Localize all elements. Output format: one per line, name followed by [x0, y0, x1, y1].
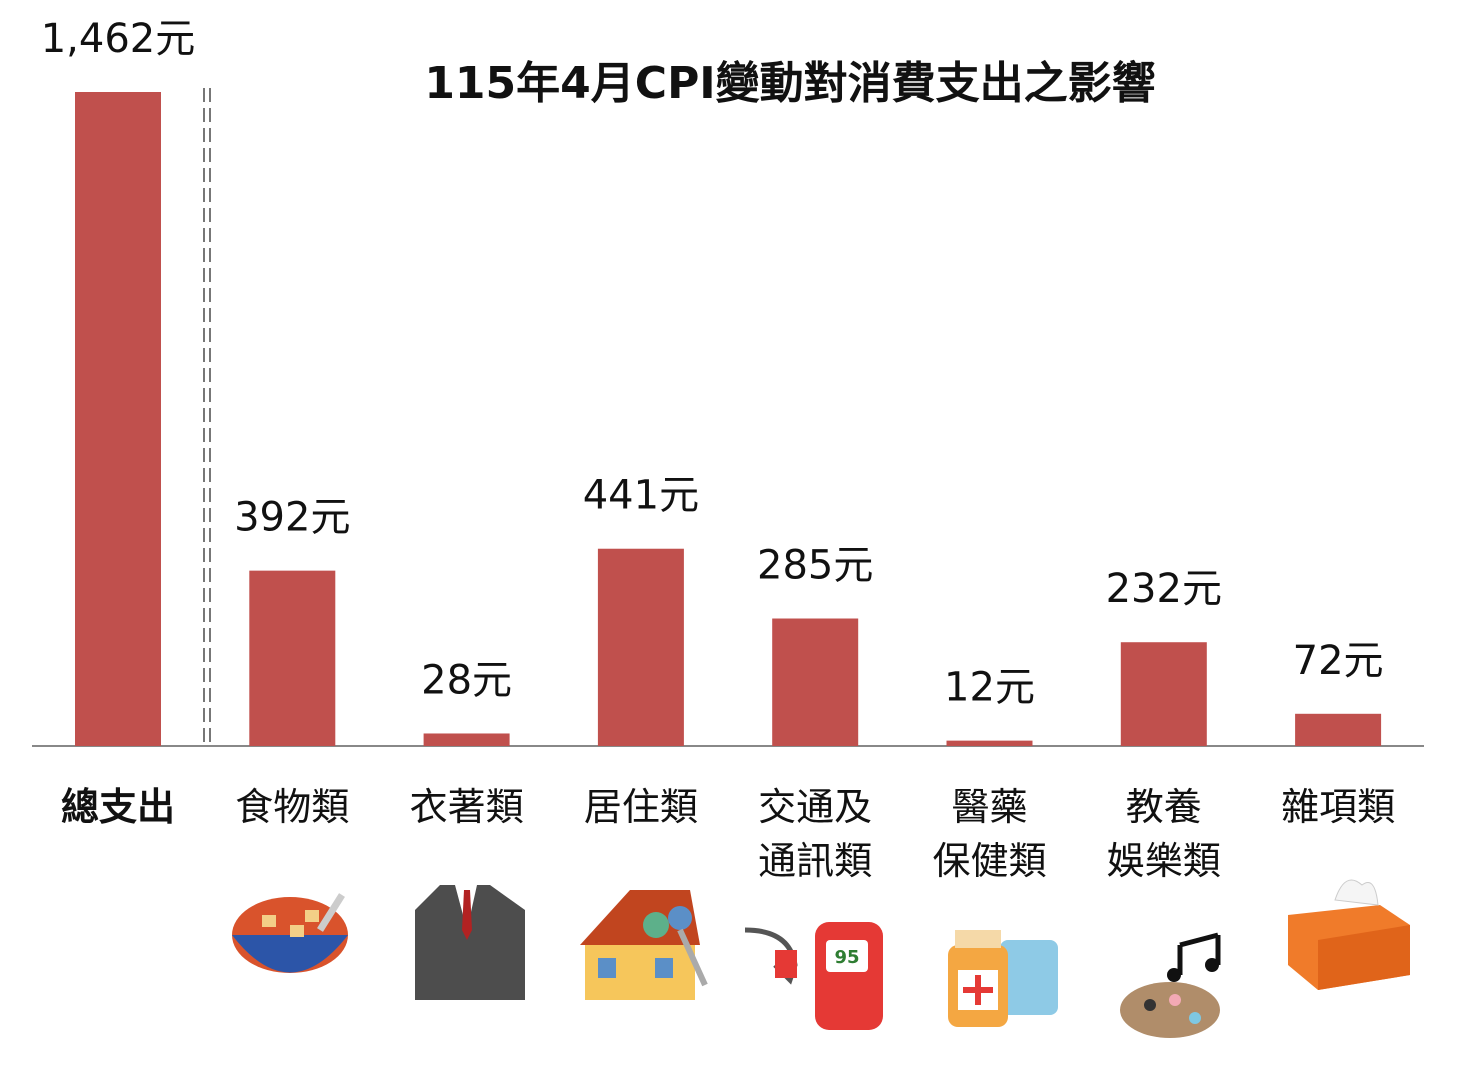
bar: [597, 548, 684, 746]
icon-food: [232, 893, 348, 973]
value-label: 1,462元: [41, 16, 196, 62]
bar: [75, 92, 161, 746]
category-label: 教養 娛樂類: [1106, 785, 1221, 883]
category-label: 雜項類: [1281, 785, 1396, 829]
value-label: 28元: [421, 657, 512, 703]
bar: [1120, 642, 1207, 746]
svg-text:95: 95: [834, 947, 859, 968]
icon-education: [1120, 932, 1221, 1038]
value-label: 232元: [1106, 566, 1222, 612]
value-label: 392元: [234, 495, 350, 541]
icon-misc: [1288, 879, 1410, 990]
icon-housing: [580, 890, 708, 1000]
bar: [946, 740, 1033, 746]
icon-medical: [948, 930, 1058, 1027]
bar: [423, 733, 510, 746]
category-label: 醫藥 保健類: [932, 785, 1047, 883]
category-label: 衣著類: [409, 785, 524, 829]
icon-transport: 95: [744, 922, 883, 1030]
category-label: 總支出: [60, 785, 175, 829]
category-label: 居住類: [583, 785, 698, 829]
category-label: 交通及 通訊類: [758, 785, 873, 883]
category-label: 食物類: [235, 785, 350, 829]
value-label: 72元: [1293, 638, 1384, 684]
chart-title: 115年4月CPI變動對消費支出之影響: [424, 58, 1155, 109]
bar: [772, 618, 859, 746]
value-label: 441元: [583, 473, 699, 519]
bar: [249, 570, 336, 746]
value-label: 285元: [757, 543, 873, 589]
icon-clothing: [415, 885, 525, 1000]
value-label: 12元: [944, 665, 1035, 711]
bar: [1295, 713, 1382, 746]
